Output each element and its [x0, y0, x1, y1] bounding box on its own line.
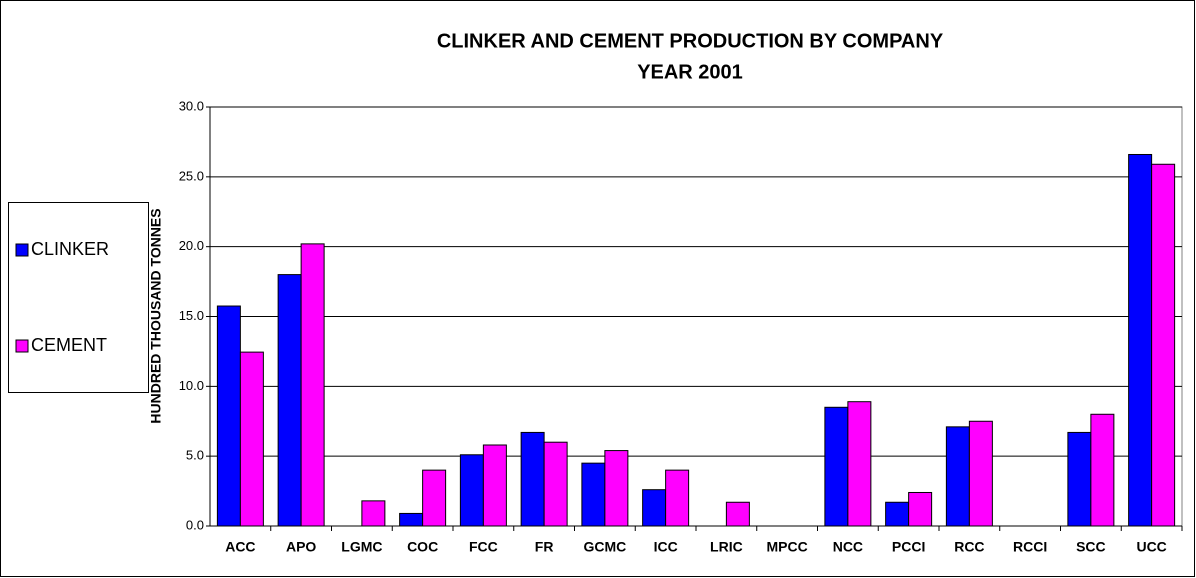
bar: [459, 454, 484, 527]
legend-box: [8, 202, 149, 393]
bar: [665, 469, 690, 527]
y-axis-title: HUNDRED THOUSAND TONNES: [148, 208, 164, 423]
y-tick-label: 5.0: [186, 448, 204, 463]
x-tick-label: UCC: [1136, 539, 1166, 555]
bar: [642, 489, 667, 527]
legend-swatch: [15, 339, 29, 353]
bar: [604, 450, 629, 527]
y-tick-label: 0.0: [186, 517, 204, 532]
y-tick-label: 25.0: [179, 168, 204, 183]
bar: [543, 441, 568, 527]
bar: [885, 501, 910, 527]
x-tick-label: NCC: [833, 539, 863, 555]
x-tick-label: MPCC: [767, 539, 808, 555]
bar: [1151, 163, 1176, 527]
y-tick-label: 10.0: [179, 378, 204, 393]
bar: [216, 305, 241, 527]
y-tick-label: 15.0: [179, 308, 204, 323]
x-tick-label: PCCI: [892, 539, 925, 555]
bar: [520, 431, 545, 527]
x-tick-label: FR: [535, 539, 554, 555]
bar: [277, 274, 302, 527]
bar: [968, 420, 993, 527]
x-tick-label: ACC: [225, 539, 255, 555]
bar: [422, 469, 447, 527]
x-tick-label: LRIC: [710, 539, 743, 555]
bar: [945, 426, 970, 527]
x-tick-label: GCMC: [583, 539, 626, 555]
bar: [908, 491, 933, 527]
bar: [239, 351, 264, 527]
bar: [725, 501, 750, 527]
x-tick-label: APO: [286, 539, 316, 555]
legend-label: CLINKER: [31, 239, 109, 259]
bar: [399, 512, 424, 527]
bar: [1067, 431, 1092, 527]
x-tick-label: RCC: [954, 539, 984, 555]
x-tick-label: RCCI: [1013, 539, 1047, 555]
bar: [361, 500, 386, 527]
y-tick-label: 20.0: [179, 238, 204, 253]
bar: [581, 462, 606, 527]
bar: [1090, 413, 1115, 527]
x-tick-label: SCC: [1076, 539, 1106, 555]
bar: [482, 444, 507, 527]
x-tick-label: ICC: [654, 539, 678, 555]
chart-title: CLINKER AND CEMENT PRODUCTION BY COMPANY: [437, 30, 944, 52]
y-tick-label: 30.0: [179, 98, 204, 113]
bar: [1128, 153, 1153, 527]
x-tick-label: FCC: [469, 539, 498, 555]
bar: [300, 243, 325, 527]
chart-subtitle: YEAR 2001: [637, 61, 743, 83]
legend-swatch: [15, 243, 29, 257]
legend-label: CEMENT: [31, 335, 107, 355]
bar: [847, 401, 872, 527]
bar: [824, 406, 849, 527]
x-tick-label: LGMC: [341, 539, 382, 555]
x-tick-label: COC: [407, 539, 438, 555]
